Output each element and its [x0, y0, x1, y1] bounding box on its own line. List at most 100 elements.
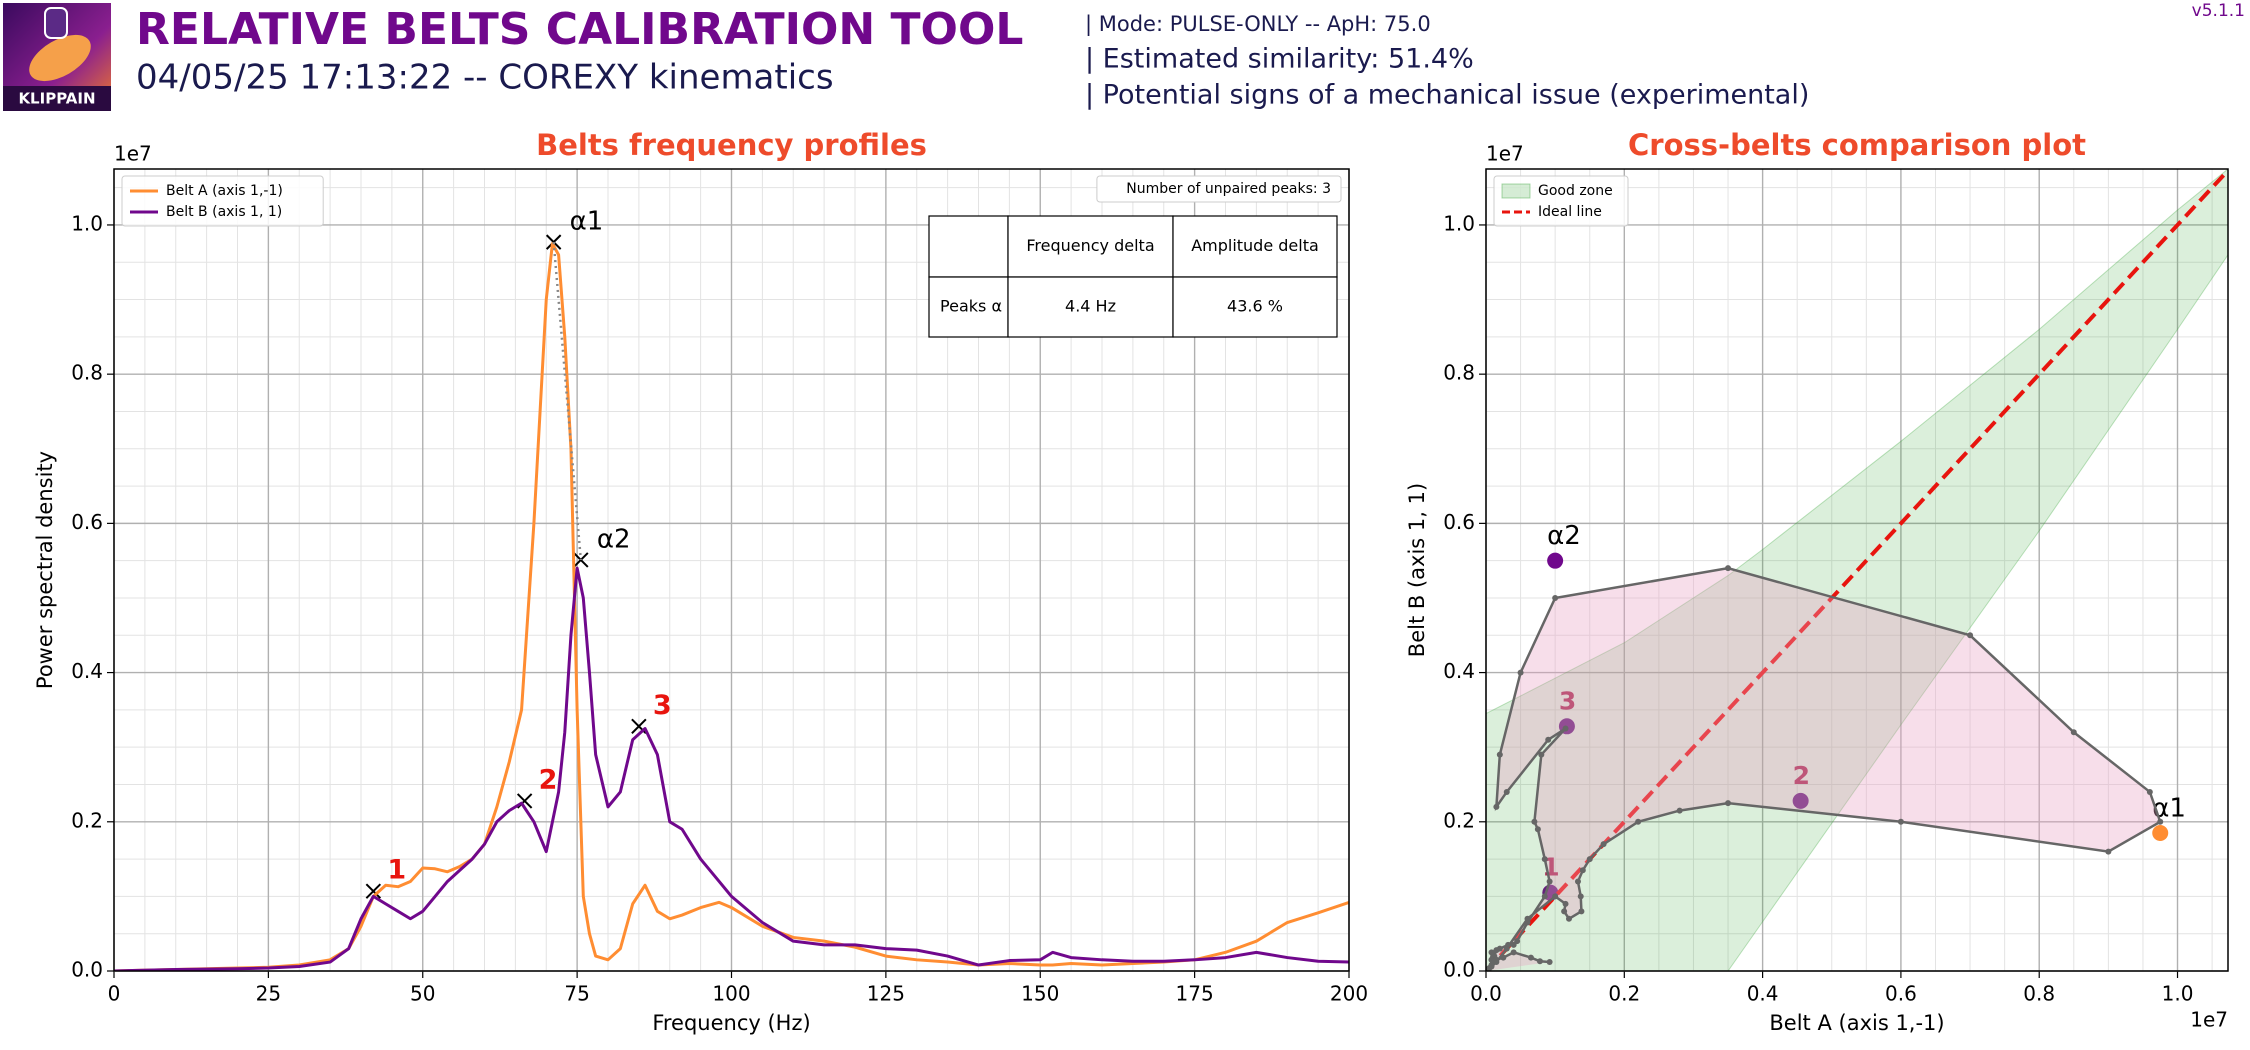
axes-frame — [1485, 168, 2229, 972]
cross-point — [1527, 954, 1534, 961]
y-tick-label: 0.4 — [1443, 659, 1475, 683]
plot-area — [114, 242, 1349, 971]
peak-label: 2 — [1793, 761, 1810, 790]
table-cell — [1007, 276, 1174, 338]
table-header: Amplitude delta — [1191, 236, 1319, 255]
y-axis-label: Belt B (axis 1, 1) — [1405, 483, 1429, 657]
subtitle: 04/05/25 17:13:22 -- COREXY kinematics — [136, 58, 834, 98]
info-line: | Mode: PULSE-ONLY -- ApH: 75.0 — [1085, 12, 1431, 37]
info-line: | Potential signs of a mechanical issue … — [1085, 80, 1809, 111]
table-row-label: Peaks α — [940, 297, 1002, 316]
cross-point — [2146, 788, 2153, 795]
x-tick-label: 0.2 — [1608, 982, 1640, 1006]
series-line — [114, 566, 1349, 971]
y-tick-label: 0.6 — [1443, 510, 1475, 534]
cross-point — [1552, 893, 1559, 900]
cross-point — [1517, 669, 1524, 676]
legend-label: Belt A (axis 1,-1) — [166, 183, 283, 199]
y-tick-label: 0.4 — [71, 659, 103, 683]
peak-label: α1 — [570, 207, 604, 237]
peak-label: 3 — [1559, 686, 1576, 715]
cross-point — [1561, 908, 1568, 915]
x-axis-label: Frequency (Hz) — [652, 1011, 810, 1035]
y-tick-label: 1.0 — [1443, 211, 1475, 235]
logo-band — [3, 86, 111, 111]
x-tick-label: 200 — [1330, 982, 1368, 1006]
cross-point — [1536, 958, 1543, 965]
y-offset: 1e7 — [1486, 142, 1524, 166]
cross-point — [1505, 941, 1512, 948]
legend: Belt A (axis 1,-1) Belt B (axis 1, 1) — [121, 175, 324, 227]
cross-point — [1579, 867, 1586, 874]
cross-point — [1574, 878, 1581, 885]
cross-point — [1578, 908, 1585, 915]
peaks-table: Frequency delta Amplitude delta Peaks α 4.4… — [928, 215, 1338, 338]
y-tick-label: 0.0 — [71, 958, 103, 982]
cross-point — [1600, 841, 1607, 848]
ideal-line — [1486, 169, 2228, 971]
legend-box — [121, 175, 324, 227]
cross-point — [1897, 818, 1904, 825]
peak-marker — [365, 883, 382, 899]
paired-link — [552, 242, 583, 561]
y-offset: 1e7 — [114, 142, 152, 166]
legend-swatch — [1501, 183, 1531, 199]
cross-point — [1538, 751, 1545, 758]
chart-title: Cross-belts comparison plot — [1628, 128, 2086, 162]
plot-area — [1486, 169, 2228, 971]
table-header: Frequency delta — [1026, 236, 1154, 255]
peak-label: α2 — [1547, 521, 1581, 551]
cross-point — [1725, 800, 1732, 807]
cross-fill — [1486, 568, 2161, 971]
y-tick-label: 0.0 — [1443, 958, 1475, 982]
x-tick-label: 75 — [564, 982, 589, 1006]
cross-point — [1577, 893, 1584, 900]
cross-point — [2157, 818, 2164, 825]
logo: KLIPPAIN — [3, 3, 111, 111]
y-tick-label: 0.8 — [1443, 361, 1475, 385]
y-tick-label: 0.2 — [1443, 808, 1475, 832]
x-tick-label: 175 — [1176, 982, 1214, 1006]
logo-text: KLIPPAIN — [18, 90, 95, 108]
cross-point — [1524, 919, 1531, 926]
y-axis-label: Power spectral density — [33, 451, 57, 689]
table-cell-text: 4.4 Hz — [1065, 297, 1116, 316]
peak-point — [1792, 792, 1809, 809]
peak-point — [1547, 552, 1564, 569]
cross-point — [1541, 893, 1548, 900]
cross-point — [1534, 826, 1541, 833]
x-offset: 1e7 — [2190, 1008, 2228, 1032]
cross-point — [1496, 751, 1503, 758]
series-line — [114, 242, 1349, 971]
cross-point — [1510, 941, 1517, 948]
peak-point — [2152, 824, 2169, 841]
x-tick-label: 0 — [108, 982, 121, 1006]
table-cell-text: 43.6 % — [1227, 297, 1283, 316]
cross-point — [1531, 818, 1538, 825]
cross-point — [1635, 818, 1642, 825]
peak-label: α2 — [597, 524, 631, 554]
logo-robot — [44, 7, 68, 39]
y-tick-label: 0.2 — [71, 808, 103, 832]
x-tick-label: 100 — [712, 982, 750, 1006]
cross-point — [1493, 956, 1500, 963]
y-tick-label: 1.0 — [71, 211, 103, 235]
cross-point — [1586, 856, 1593, 863]
cross-point — [1565, 915, 1572, 922]
x-tick-label: 1.0 — [2162, 982, 2194, 1006]
logo-shape — [29, 34, 91, 82]
cross-point — [1493, 947, 1500, 954]
legend: Good zone Ideal line — [1493, 175, 1629, 227]
cross-point — [2070, 729, 2077, 736]
x-axis-label: Belt A (axis 1,-1) — [1769, 1011, 1944, 1035]
cross-point — [1500, 954, 1507, 961]
cross-point — [1546, 878, 1553, 885]
cross-point — [1676, 807, 1683, 814]
x-tick-label: 0.8 — [2023, 982, 2055, 1006]
x-tick-label: 0.6 — [1885, 982, 1917, 1006]
note-box — [1096, 175, 1342, 203]
title: RELATIVE BELTS CALIBRATION TOOL — [136, 4, 1023, 55]
x-tick-label: 125 — [867, 982, 905, 1006]
y-tick-label: 0.8 — [71, 361, 103, 385]
